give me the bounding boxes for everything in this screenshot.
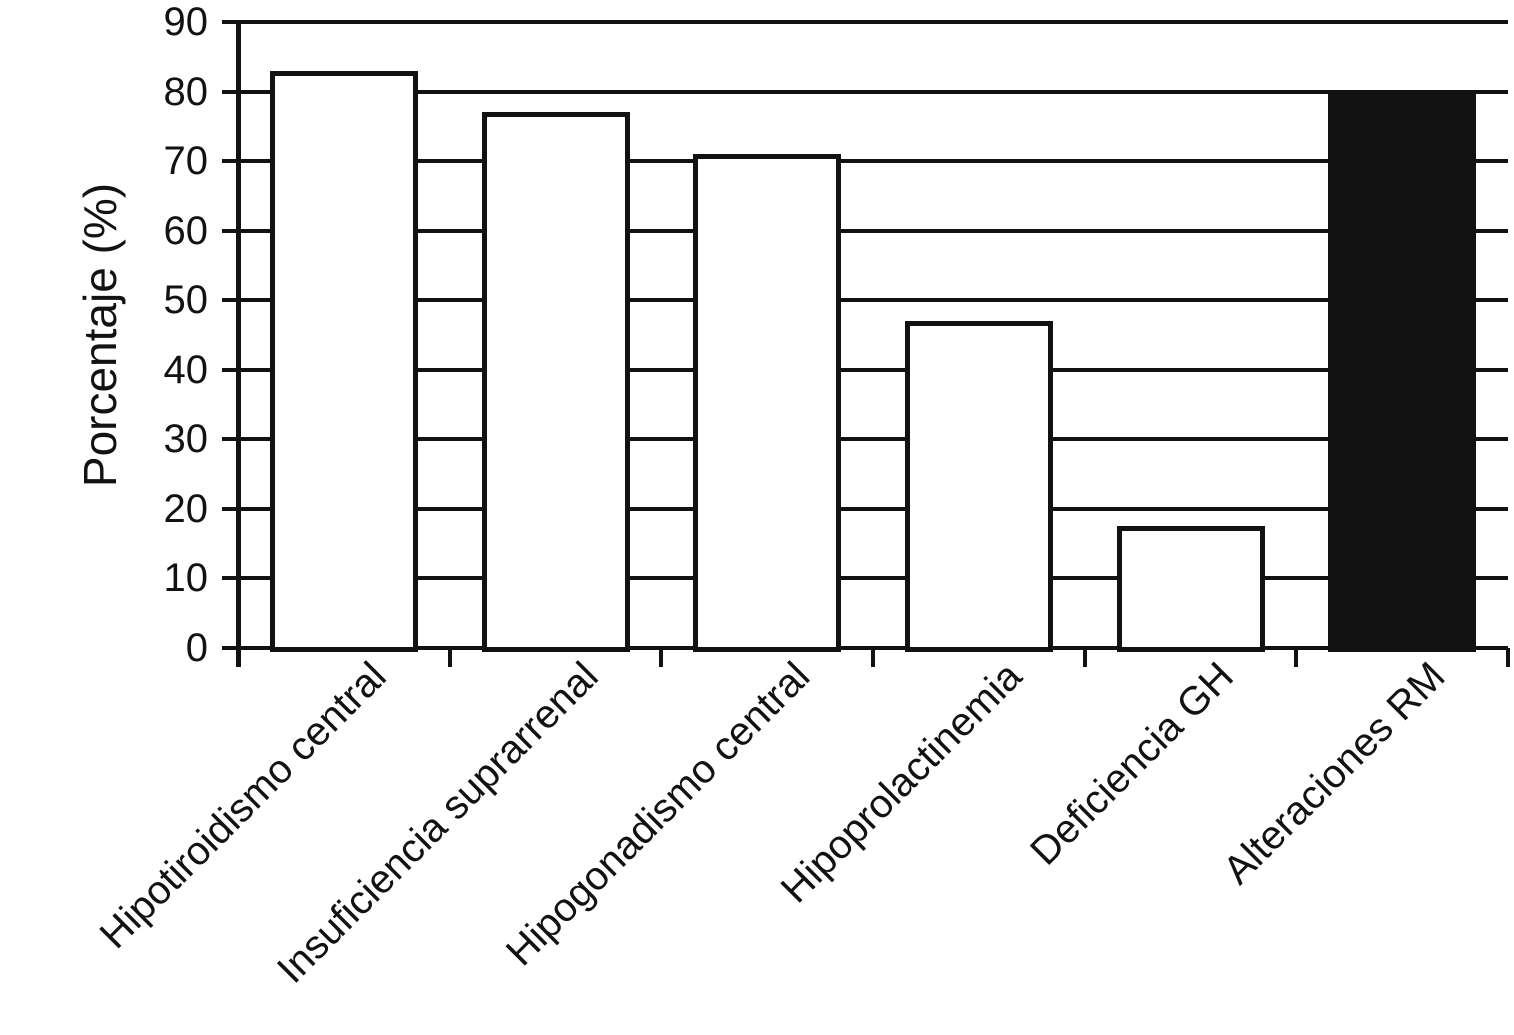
gridline <box>222 576 1508 581</box>
x-axis-tick <box>659 648 664 667</box>
x-axis-tick <box>447 648 452 667</box>
y-tick-label: 40 <box>163 347 209 392</box>
y-tick-label: 70 <box>163 139 209 184</box>
bar <box>481 112 630 652</box>
gridline <box>222 367 1508 372</box>
x-axis-tick <box>1294 648 1299 667</box>
y-axis-line <box>236 22 241 667</box>
y-tick-label: 60 <box>163 208 209 253</box>
gridline <box>222 298 1508 303</box>
y-tick-label: 10 <box>163 556 209 601</box>
x-axis-tick <box>871 648 875 667</box>
y-tick-label: 80 <box>163 69 209 114</box>
bar <box>1116 526 1265 652</box>
y-tick-label: 0 <box>185 626 208 670</box>
gridline <box>222 437 1508 442</box>
gridline <box>222 89 1508 94</box>
bar <box>693 154 842 652</box>
x-axis-tick <box>1506 648 1510 667</box>
gridline <box>222 646 1508 650</box>
x-category-label: Deficiencia GH <box>1021 654 1242 874</box>
y-tick-label: 20 <box>163 486 209 531</box>
x-axis-tick <box>236 648 240 667</box>
x-category-label: Hipoprolactinemia <box>772 654 1030 912</box>
x-axis-tick <box>1082 648 1087 667</box>
y-tick-label: 90 <box>163 0 209 44</box>
bar <box>1328 91 1477 652</box>
gridline <box>222 159 1508 164</box>
y-tick-label: 30 <box>163 417 209 462</box>
x-category-label: Alteraciones RM <box>1214 654 1454 893</box>
gridline <box>222 506 1508 511</box>
gridline <box>222 20 1508 24</box>
y-tick-label: 50 <box>163 278 209 323</box>
gridline <box>222 228 1508 233</box>
bar <box>269 70 418 652</box>
bar <box>904 321 1053 652</box>
